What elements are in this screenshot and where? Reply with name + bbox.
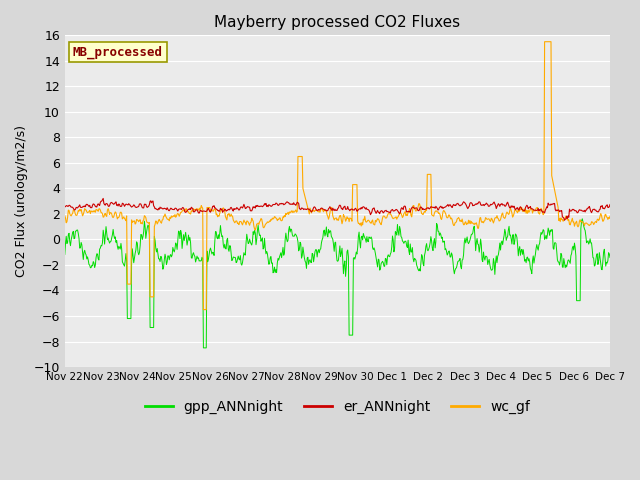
Title: Mayberry processed CO2 Fluxes: Mayberry processed CO2 Fluxes [214, 15, 460, 30]
Text: MB_processed: MB_processed [73, 45, 163, 59]
Y-axis label: CO2 Flux (urology/m2/s): CO2 Flux (urology/m2/s) [15, 125, 28, 277]
Legend: gpp_ANNnight, er_ANNnight, wc_gf: gpp_ANNnight, er_ANNnight, wc_gf [140, 395, 536, 420]
